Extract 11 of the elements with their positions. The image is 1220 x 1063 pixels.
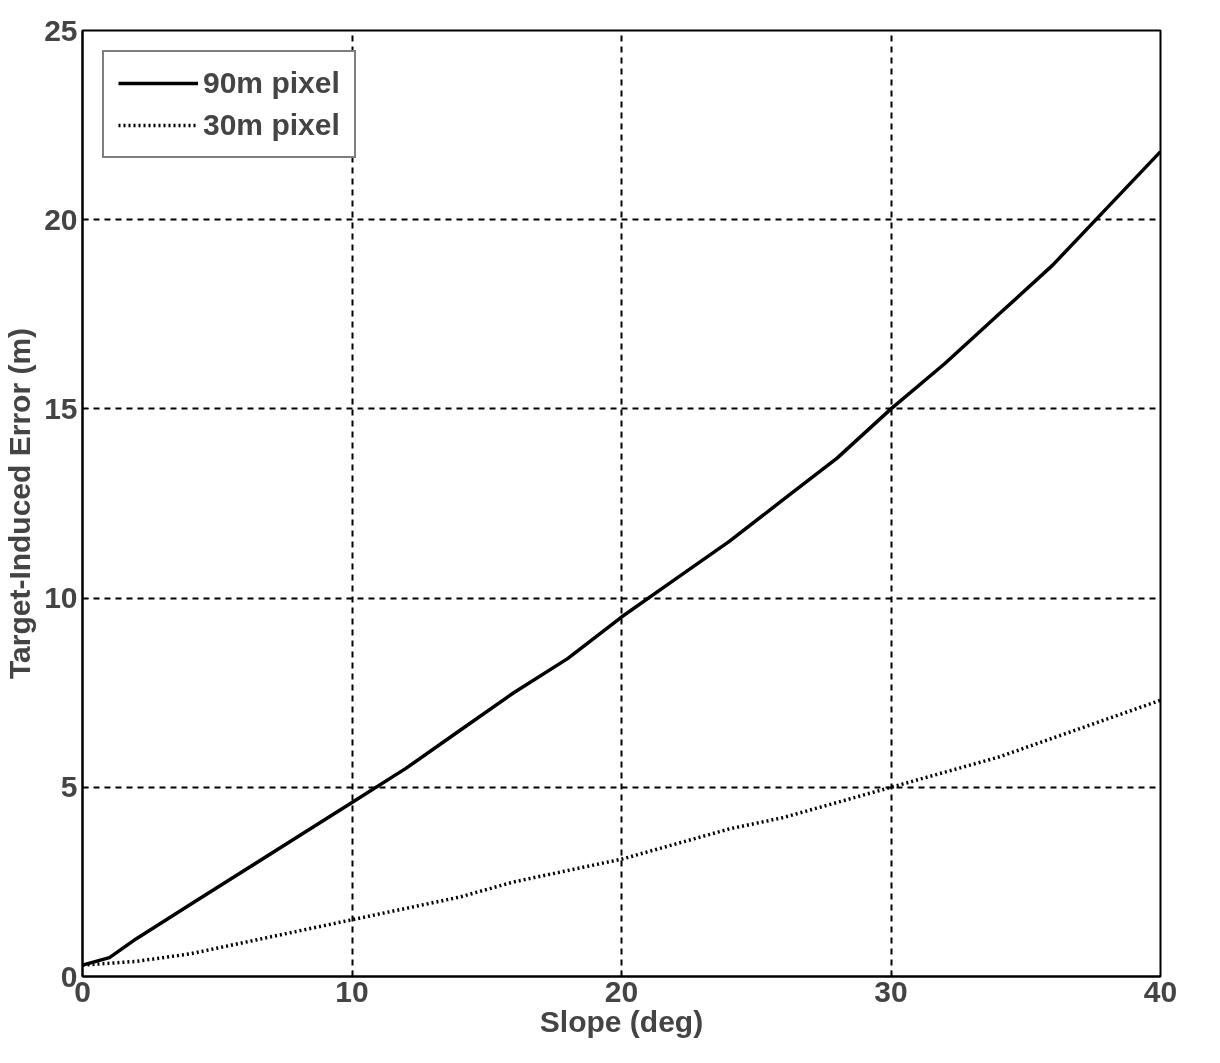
y-tick-label: 10 bbox=[44, 581, 78, 615]
legend-label: 90m pixel bbox=[203, 66, 340, 100]
x-tick-label: 30 bbox=[874, 974, 908, 1008]
legend-label: 30m pixel bbox=[203, 108, 340, 142]
x-tick-label: 10 bbox=[335, 974, 369, 1008]
y-tick-label: 5 bbox=[60, 770, 78, 804]
y-tick-label: 15 bbox=[44, 391, 78, 425]
y-tick-label: 25 bbox=[44, 13, 78, 47]
y-tick-label: 20 bbox=[44, 202, 78, 236]
y-axis-title: Target-Induced Error (m) bbox=[3, 327, 37, 680]
x-tick-label: 40 bbox=[1143, 974, 1178, 1008]
